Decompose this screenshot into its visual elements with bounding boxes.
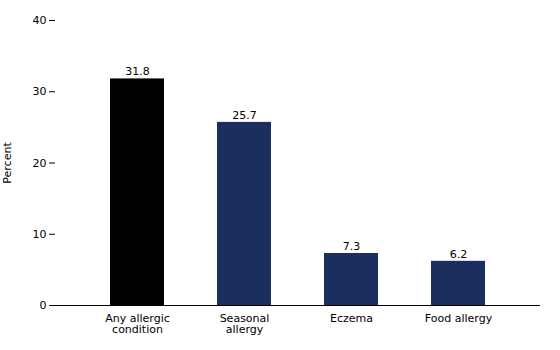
svg-text:Food allergy: Food allergy: [425, 312, 493, 325]
svg-text:6.2: 6.2: [450, 248, 468, 261]
svg-text:10: 10: [33, 228, 47, 241]
svg-text:Percent: Percent: [1, 142, 14, 184]
svg-text:7.3: 7.3: [343, 240, 361, 253]
svg-text:20: 20: [33, 157, 47, 170]
svg-text:40: 40: [33, 14, 47, 27]
svg-text:Any allergiccondition: Any allergiccondition: [105, 312, 170, 336]
svg-text:30: 30: [33, 85, 47, 98]
svg-text:Eczema: Eczema: [330, 312, 373, 325]
svg-text:31.8: 31.8: [125, 65, 150, 78]
svg-text:0: 0: [40, 299, 47, 312]
svg-text:25.7: 25.7: [232, 109, 257, 122]
svg-text:Seasonalallergy: Seasonalallergy: [220, 312, 270, 336]
